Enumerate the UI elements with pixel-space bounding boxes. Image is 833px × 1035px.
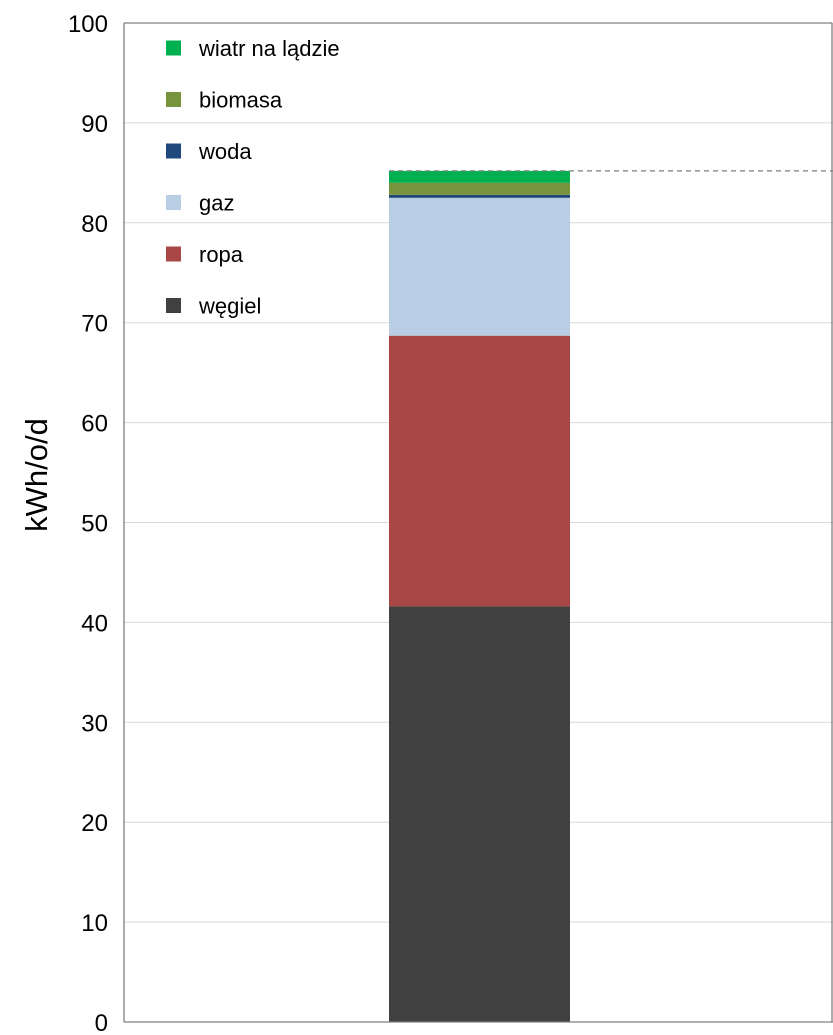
y-tick-label: 0 [95,1010,108,1035]
legend-swatch [166,40,181,56]
bar-stack [389,170,570,1022]
y-tick-label: 90 [81,111,108,138]
legend-swatch [166,246,181,262]
y-tick-label: 20 [81,810,108,837]
y-tick-labels: 0 10 20 30 40 50 60 70 80 90 100 [68,11,108,1035]
legend-label: węgiel [198,294,261,319]
legend-label: biomasa [199,88,283,113]
legend-label: wiatr na lądzie [198,36,340,61]
bar-segment-0 [389,606,570,1022]
y-tick-label: 70 [81,311,108,338]
bar-segment-2 [389,197,570,336]
bar-segment-5 [389,170,570,183]
bar-segment-4 [389,182,570,195]
y-tick-label: 50 [81,511,108,538]
y-axis-title: kWh/o/d [19,418,54,532]
legend: wiatr na lądzie biomasa woda gaz ropa węgiel [166,36,340,319]
legend-swatch [166,298,181,313]
axes [123,22,833,1023]
y-tick-label: 40 [81,610,108,637]
y-tick-label: 100 [68,11,108,38]
y-tick-label: 60 [81,411,108,438]
bar-segment-1 [389,335,570,607]
y-tick-label: 30 [81,710,108,737]
legend-swatch [166,195,181,210]
legend-swatch [166,92,181,107]
y-tick-label: 80 [81,211,108,238]
bar-segment-3 [389,194,570,198]
legend-label: gaz [199,191,234,216]
legend-label: woda [198,139,252,164]
legend-label: ropa [199,242,244,267]
y-tick-label: 10 [81,910,108,937]
legend-swatch [166,143,181,159]
